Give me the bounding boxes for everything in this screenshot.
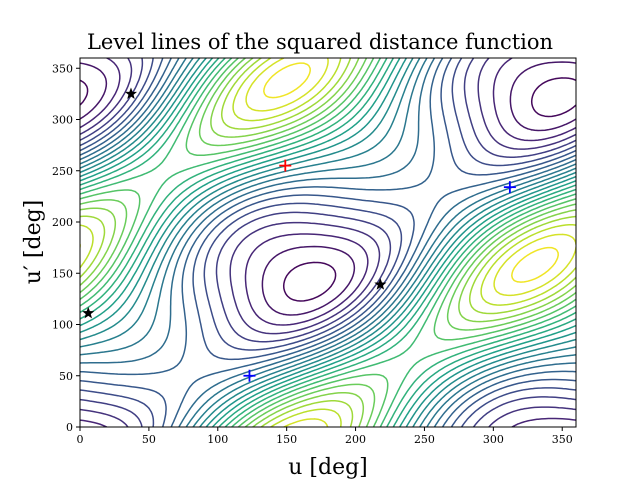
y-tick-label: 150 — [52, 267, 73, 280]
contour-level-line — [80, 58, 576, 427]
black-star-marker — [124, 87, 138, 100]
chart-title: Level lines of the squared distance func… — [87, 30, 553, 54]
y-tick-label: 50 — [59, 370, 73, 383]
contour-level-line — [80, 58, 576, 427]
x-axis-ticks: 0 50 100 150 200 250 300 350 — [77, 427, 573, 446]
contour-level-line — [80, 58, 576, 427]
contour-level-line — [80, 58, 576, 427]
black-star-marker — [82, 306, 95, 319]
x-tick-label: 0 — [77, 433, 84, 446]
x-tick-label: 350 — [552, 433, 573, 446]
markers-layer — [82, 87, 516, 382]
contour-level-line — [80, 58, 576, 427]
blue-plus-marker — [503, 181, 516, 194]
contour-level-line — [80, 58, 576, 427]
x-tick-label: 50 — [142, 433, 156, 446]
contour-level-line — [80, 58, 576, 427]
y-tick-label: 250 — [52, 165, 73, 178]
y-tick-label: 0 — [66, 421, 73, 434]
contour-level-line — [80, 58, 576, 427]
contour-level-line — [80, 77, 576, 302]
y-tick-label: 100 — [52, 319, 73, 332]
y-tick-label: 300 — [52, 114, 73, 127]
x-axis-label: u [deg] — [288, 455, 368, 480]
y-axis-ticks: 0 50 100 150 200 250 300 350 — [52, 62, 80, 434]
contour-level-line — [80, 58, 576, 427]
contour-level-line — [80, 58, 576, 427]
contour-level-line — [80, 58, 576, 427]
y-axis-label: u′ [deg] — [21, 200, 46, 285]
x-tick-label: 100 — [207, 433, 228, 446]
blue-plus-marker — [243, 369, 256, 382]
y-tick-label: 350 — [52, 62, 73, 75]
contour-level-line — [80, 61, 576, 316]
red-plus-marker — [279, 159, 292, 172]
contour-level-line — [263, 62, 559, 283]
x-tick-label: 200 — [345, 433, 366, 446]
contour-level-line — [80, 58, 576, 427]
x-tick-label: 300 — [483, 433, 504, 446]
contour-level-line — [80, 58, 576, 427]
y-tick-label: 200 — [52, 216, 73, 229]
plot-frame — [79, 57, 577, 428]
x-tick-label: 150 — [276, 433, 297, 446]
contour-level-line — [80, 58, 576, 427]
contour-level-line — [80, 58, 576, 427]
black-star-marker — [374, 278, 387, 290]
x-tick-label: 250 — [414, 433, 435, 446]
contour-level-line — [80, 58, 576, 427]
